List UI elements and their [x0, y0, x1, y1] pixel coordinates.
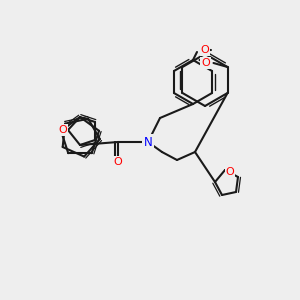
Text: O: O	[201, 45, 209, 55]
Text: O: O	[226, 167, 234, 177]
Text: O: O	[201, 58, 210, 68]
Text: N: N	[144, 136, 152, 148]
Text: O: O	[58, 125, 68, 135]
Text: O: O	[114, 157, 122, 167]
